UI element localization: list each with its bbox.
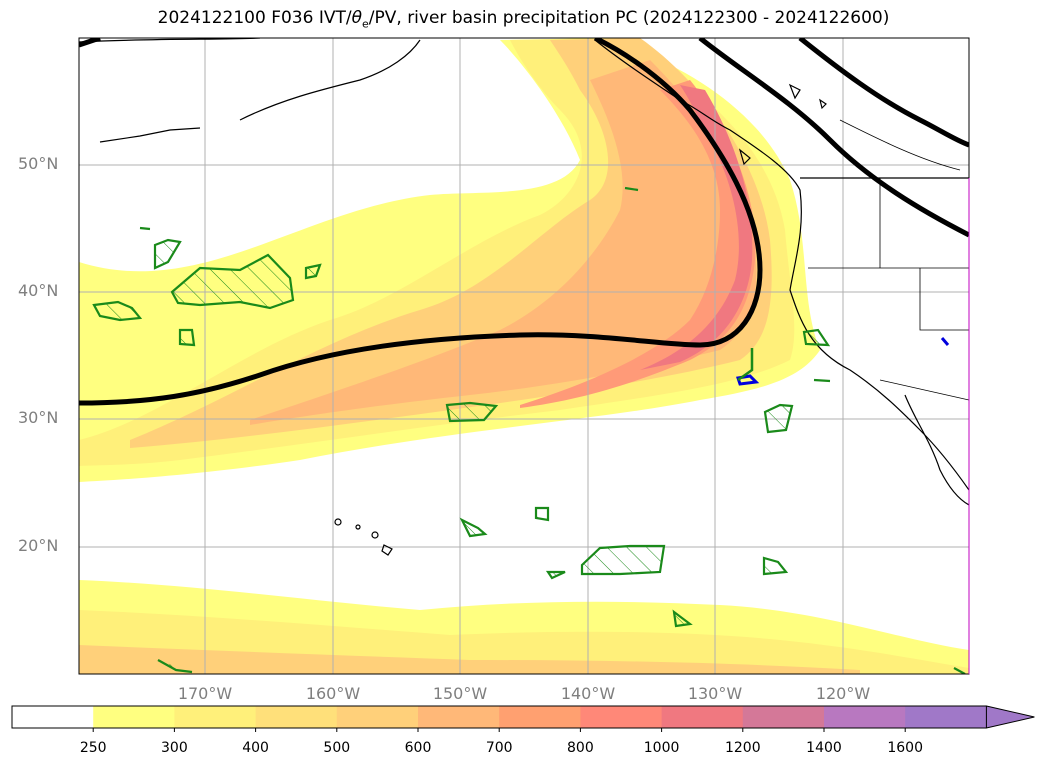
colorbar-segment [12,706,94,728]
lon-label-150w: 150°W [432,684,488,703]
lon-label-160w: 160°W [305,684,361,703]
lat-label-40: 40°N [18,281,59,300]
colorbar-segment [93,706,175,728]
colorbar-tick-label: 500 [323,740,351,756]
colorbar-tick-label: 600 [404,740,432,756]
colorbar-tick-label: 1000 [643,740,680,756]
pv-regions [92,186,966,674]
colorbar-segment [742,706,825,728]
colorbar-segment [174,706,257,728]
lon-label-140w: 140°W [560,684,616,703]
colorbar [11,705,1035,732]
colorbar-tick-label: 800 [567,740,594,756]
colorbar-tick-label: 700 [485,740,513,756]
colorbar-extend-arrow [985,705,1035,729]
precip-basins [736,337,950,386]
lat-label-30: 30°N [18,408,59,427]
coastlines [79,38,969,556]
title-prefix: 2024122100 F036 IVT/ [157,8,352,28]
colorbar-tick-label: 400 [242,740,269,756]
lon-label-120w: 120°W [815,684,871,703]
lon-label-170w: 170°W [177,684,233,703]
colorbar-segment [580,706,663,728]
colorbar-segment [418,706,500,728]
colorbar-tick-label: 1400 [806,740,842,756]
colorbar-segment [499,706,581,728]
theta-e-contours [79,38,969,406]
colorbar-tick-label: 300 [161,740,188,756]
colorbar-tick-label: 250 [79,740,107,756]
lat-label-50: 50°N [18,154,59,173]
chart-title: 2024122100 F036 IVT/θe/PV, river basin p… [0,8,1047,30]
title-sub: e [362,17,369,31]
colorbar-segment [336,706,419,728]
colorbar-segment [255,706,338,728]
lat-label-20: 20°N [18,536,59,555]
colorbar-tick-label: 1200 [724,740,761,756]
lon-label-130w: 130°W [687,684,743,703]
colorbar-segment [824,706,906,728]
map-area [79,38,969,674]
colorbar-tick-label: 1600 [887,740,924,756]
title-theta: θ [351,8,362,28]
colorbar-segment [905,706,987,728]
colorbar-segment [661,706,744,728]
title-suffix: /PV, river basin precipitation PC (20241… [368,8,890,28]
